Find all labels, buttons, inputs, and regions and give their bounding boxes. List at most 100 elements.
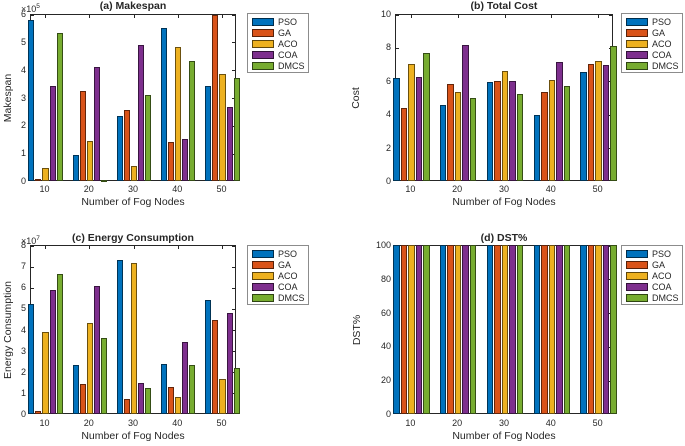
x-tick-label: 40 bbox=[172, 418, 183, 428]
x-tick-label: 50 bbox=[216, 184, 227, 194]
legend-item-coa: COA bbox=[622, 49, 682, 60]
bar-ga bbox=[212, 15, 219, 181]
y-tick-label: 3 bbox=[20, 92, 26, 103]
bar-dmcs bbox=[145, 387, 152, 414]
legend-item-dmcs: DMCS bbox=[248, 292, 308, 303]
legend-item-coa: COA bbox=[248, 49, 308, 60]
legend-swatch-pso bbox=[252, 17, 274, 26]
bar-ga bbox=[400, 107, 408, 181]
bar-pso bbox=[116, 259, 123, 414]
y-tick-label: 6 bbox=[385, 75, 391, 86]
x-tick-label: 40 bbox=[545, 418, 556, 428]
x-tick-label: 10 bbox=[39, 184, 50, 194]
bar-pso bbox=[533, 115, 541, 181]
tick-mark bbox=[232, 15, 235, 16]
bar-coa bbox=[182, 139, 189, 181]
legend-swatch-coa bbox=[252, 50, 274, 59]
tick-mark bbox=[232, 266, 235, 268]
y-tick-label: 8 bbox=[385, 42, 391, 53]
legend-item-ga: GA bbox=[622, 27, 682, 38]
x-tick-label: 20 bbox=[452, 184, 463, 194]
legend-label: DMCS bbox=[278, 60, 305, 71]
x-tick-label: 30 bbox=[498, 184, 509, 194]
y-tick-label: 1 bbox=[20, 387, 26, 398]
x-axis-label: Number of Fog Nodes bbox=[452, 196, 556, 208]
bar-aco bbox=[595, 245, 602, 414]
legend-label: ACO bbox=[278, 38, 298, 49]
bar-dmcs bbox=[423, 53, 430, 181]
bar-dmcs bbox=[189, 61, 196, 181]
bar-ga bbox=[447, 245, 454, 414]
legend-label: COA bbox=[652, 281, 672, 292]
legend-label: ACO bbox=[652, 270, 672, 281]
y-tick-label: 7 bbox=[20, 261, 26, 272]
tick-mark bbox=[232, 42, 235, 44]
bar-coa bbox=[602, 245, 610, 414]
legend-label: GA bbox=[278, 27, 292, 38]
bar-pso bbox=[393, 78, 400, 181]
chart-title: (d) DST% bbox=[480, 232, 528, 244]
y-tick-label: 4 bbox=[385, 109, 391, 120]
legend-swatch-ga bbox=[252, 28, 274, 37]
y-tick-label: 6 bbox=[20, 282, 26, 293]
bar-pso bbox=[28, 19, 35, 181]
legend-swatch-coa bbox=[626, 282, 648, 291]
legend-item-pso: PSO bbox=[248, 16, 308, 27]
legend-swatch-dmcs bbox=[626, 61, 648, 70]
bar-pso bbox=[161, 364, 168, 414]
y-tick-label: 4 bbox=[20, 324, 26, 335]
bar-dmcs bbox=[100, 337, 107, 414]
bar-aco bbox=[130, 165, 138, 181]
y-axis-label: Cost bbox=[350, 86, 362, 109]
y-tick-label: 0 bbox=[385, 176, 391, 186]
y-tick-label: 20 bbox=[380, 375, 391, 386]
bar-dmcs bbox=[100, 179, 107, 182]
bar-pso bbox=[161, 27, 168, 181]
x-tick-label: 10 bbox=[39, 418, 50, 428]
bar-coa bbox=[462, 44, 469, 181]
x-tick-label: 30 bbox=[127, 418, 138, 428]
bar-coa bbox=[556, 245, 563, 414]
x-tick-label: 30 bbox=[127, 184, 138, 194]
bar-dmcs bbox=[189, 365, 196, 414]
legend-item-coa: COA bbox=[622, 281, 682, 292]
legend-label: GA bbox=[652, 27, 666, 38]
tick-mark bbox=[221, 15, 223, 18]
y-tick-label: 10 bbox=[380, 9, 391, 19]
legend-swatch-ga bbox=[626, 28, 648, 37]
bar-pso bbox=[28, 304, 35, 414]
legend-item-ga: GA bbox=[248, 27, 308, 38]
bar-dmcs bbox=[145, 94, 152, 181]
tick-mark bbox=[598, 15, 600, 18]
tick-mark bbox=[396, 47, 399, 49]
tick-mark bbox=[31, 246, 34, 247]
legend-box: PSO GA ACO COA DMCS bbox=[621, 245, 683, 305]
tick-mark bbox=[551, 15, 553, 18]
bar-aco bbox=[548, 245, 556, 414]
tick-mark bbox=[457, 15, 459, 18]
tick-mark bbox=[45, 15, 46, 18]
bar-pso bbox=[580, 71, 587, 181]
y-tick-label: 40 bbox=[380, 341, 391, 352]
legend-swatch-ga bbox=[252, 260, 274, 269]
bar-ga bbox=[123, 110, 130, 181]
bar-coa bbox=[49, 86, 56, 181]
bar-aco bbox=[86, 140, 93, 181]
bar-dmcs bbox=[610, 45, 617, 181]
tick-mark bbox=[89, 15, 91, 18]
bar-ga bbox=[212, 319, 219, 414]
y-tick-label: 60 bbox=[380, 307, 391, 318]
plot-area bbox=[393, 245, 617, 414]
bar-ga bbox=[79, 384, 86, 414]
tick-mark bbox=[232, 393, 235, 395]
plot-area bbox=[28, 245, 240, 414]
legend-item-dmcs: DMCS bbox=[622, 60, 682, 71]
legend-label: COA bbox=[278, 49, 298, 60]
bar-pso bbox=[72, 365, 79, 414]
legend-label: DMCS bbox=[652, 60, 679, 71]
legend-item-aco: ACO bbox=[622, 38, 682, 49]
legend-label: ACO bbox=[652, 38, 672, 49]
tick-mark bbox=[31, 15, 34, 16]
legend-label: DMCS bbox=[652, 292, 679, 303]
bar-pso bbox=[205, 299, 212, 414]
